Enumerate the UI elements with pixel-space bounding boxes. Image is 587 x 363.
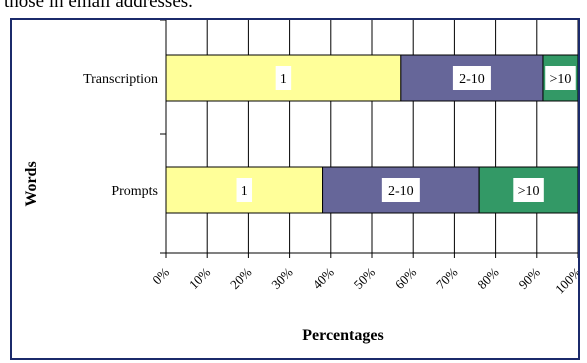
x-tick-label: 60% (392, 264, 420, 292)
x-tick-label: 20% (227, 264, 255, 292)
bars: 1 2-10 >10 1 2-10 >10 (165, 54, 578, 214)
x-tick-label: 10% (186, 264, 214, 292)
x-tick-label: 80% (474, 264, 502, 292)
x-axis-title: Percentages (302, 327, 383, 344)
y-category-label: Prompts (111, 184, 158, 199)
data-label-box (513, 178, 544, 202)
data-label: 1 (280, 72, 287, 87)
x-tick-label: 50% (351, 264, 379, 292)
x-tick-label: 100% (552, 264, 578, 296)
data-label-box (236, 178, 253, 202)
x-tick-label: 0% (149, 264, 172, 287)
y-category-label: Transcription (83, 72, 158, 87)
x-tick-label: 30% (268, 264, 296, 292)
data-label-box (275, 66, 292, 90)
x-tick-label: 40% (309, 264, 337, 292)
data-label-box (381, 178, 420, 202)
x-tick-label: 70% (433, 264, 461, 292)
preceding-text-fragment: those in email addresses. (4, 0, 193, 12)
data-label: 1 (241, 184, 248, 199)
data-label-box (452, 66, 491, 90)
stacked-bar-chart: 1 2-10 >10 1 2-10 >10 0% 10% 20% 30% 40% 50% 60% 70%… (23, 20, 578, 344)
chart-frame: 1 2-10 >10 1 2-10 >10 0% 10% 20% 30% 40% 50% 60% 70%… (10, 18, 580, 360)
y-axis-title: Words (23, 161, 40, 206)
data-label: 2-10 (388, 184, 414, 199)
data-label: >10 (550, 72, 572, 87)
x-tick-label: 90% (515, 264, 543, 292)
data-label-box (545, 66, 576, 90)
data-label: >10 (518, 184, 540, 199)
data-label: 2-10 (459, 72, 485, 87)
